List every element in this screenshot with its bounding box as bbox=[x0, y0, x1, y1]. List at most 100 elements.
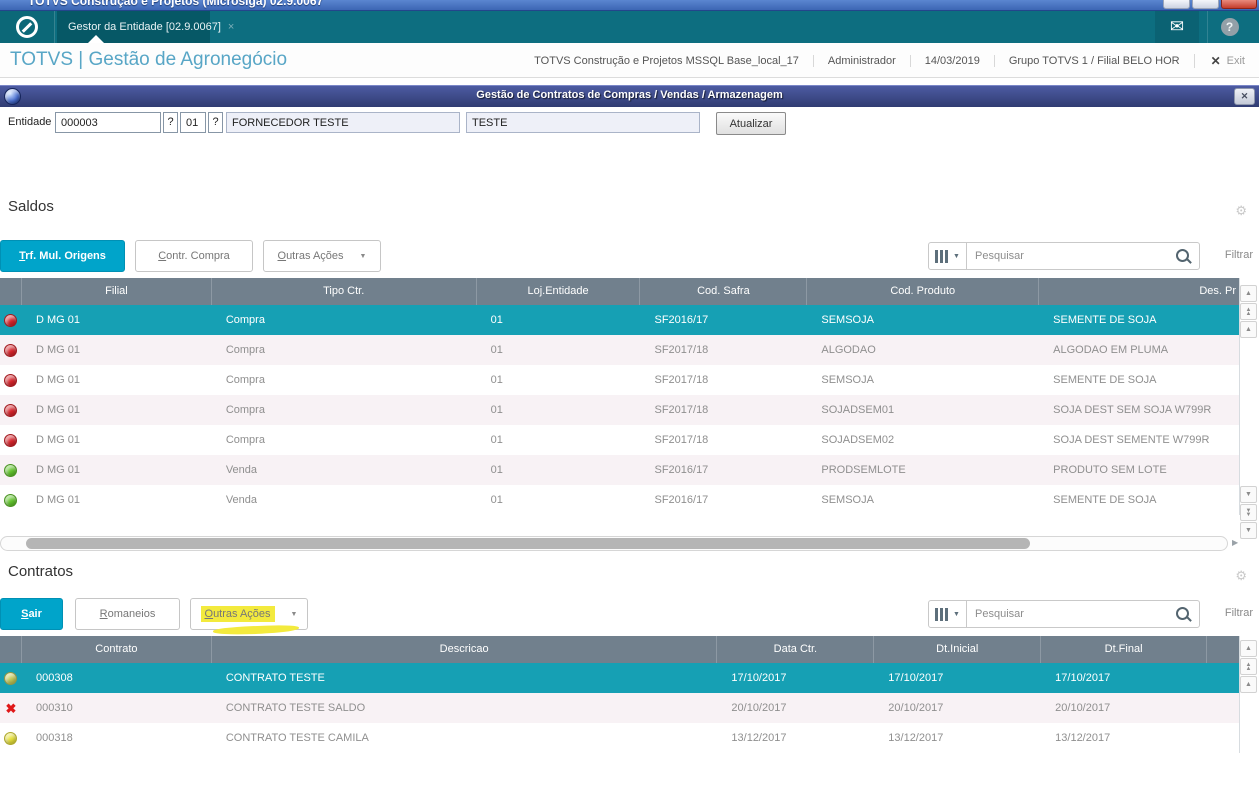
table-row[interactable]: D MG 01 Venda 01 SF2016/17 SEMSOJA SEMENTE DE… bbox=[0, 485, 1239, 515]
button-label: Outras Ações bbox=[277, 250, 344, 262]
cell: D MG 01 bbox=[35, 494, 80, 506]
cell: Compra bbox=[225, 434, 265, 446]
column-header-cod-safra[interactable]: Cod. Safra bbox=[640, 278, 808, 305]
columns-picker-icon[interactable]: ▼ bbox=[929, 601, 967, 627]
help-button[interactable]: ? bbox=[1207, 11, 1251, 43]
outras-acoes-button[interactable]: Outras Ações ▼ bbox=[263, 240, 381, 272]
column-header-des-pr[interactable]: Des. Pr bbox=[1199, 285, 1236, 297]
trf-mul-origens-button[interactable]: Trf. Mul. Origens bbox=[0, 240, 125, 272]
green-ball-icon bbox=[0, 455, 22, 485]
table-row[interactable]: ✖ 000310 CONTRATO TESTE SALDO 20/10/2017 20/… bbox=[0, 693, 1239, 723]
contratos-gear-icon[interactable]: ⚙ bbox=[1235, 568, 1247, 583]
column-header-loj-entidade[interactable]: Loj.Entidade bbox=[477, 278, 641, 305]
minimize-button[interactable] bbox=[1163, 0, 1190, 9]
exit-button[interactable]: ✕ Exit bbox=[1193, 53, 1251, 68]
entity-lookup-button[interactable]: ? bbox=[163, 112, 178, 133]
column-header-dt-final[interactable]: Dt.Final bbox=[1041, 636, 1208, 663]
cell: 17/10/2017 bbox=[888, 672, 944, 684]
scroll-up-icon[interactable]: ▲ bbox=[1240, 640, 1257, 657]
table-row[interactable]: 000308 CONTRATO TESTE 17/10/2017 17/10/2017… bbox=[0, 663, 1239, 693]
cell: SF2017/18 bbox=[654, 374, 709, 386]
store-lookup-button[interactable]: ? bbox=[208, 112, 223, 133]
red-ball-icon bbox=[0, 305, 22, 335]
yellow-ball-icon bbox=[0, 723, 22, 753]
scroll-up2-icon[interactable]: ▲ bbox=[1240, 321, 1257, 338]
cell: 20/10/2017 bbox=[888, 702, 944, 714]
panel-title: Gestão de Contratos de Compras / Vendas … bbox=[476, 89, 783, 101]
outras-acoes-button[interactable]: Outras Ações ▼ bbox=[190, 598, 308, 630]
table-row[interactable]: D MG 01 Compra 01 SF2017/18 ALGODAO ALGODAO E… bbox=[0, 335, 1239, 365]
button-label: Romaneios bbox=[99, 608, 156, 620]
maximize-button[interactable] bbox=[1192, 0, 1219, 9]
saldos-gear-icon[interactable]: ⚙ bbox=[1235, 203, 1247, 218]
red-ball-icon bbox=[0, 395, 22, 425]
scroll-down2-icon[interactable]: ▼ bbox=[1240, 522, 1257, 539]
column-header-dt-inicial[interactable]: Dt.Inicial bbox=[874, 636, 1042, 663]
scroll-pageup-icon[interactable]: ▲ ▲ bbox=[1240, 658, 1257, 675]
column-header-filial[interactable]: Filial bbox=[22, 278, 212, 305]
scroll-up-icon[interactable]: ▲ bbox=[1240, 285, 1257, 302]
saldos-search-input[interactable] bbox=[967, 243, 1169, 269]
tab-close-icon[interactable]: × bbox=[227, 21, 235, 33]
module-title: TOTVS | Gestão de Agronegócio bbox=[10, 49, 288, 70]
contratos-search-input[interactable] bbox=[967, 601, 1169, 627]
table-row[interactable]: D MG 01 Venda 01 SF2016/17 PRODSEMLOTE PRODUT… bbox=[0, 455, 1239, 485]
column-header-cod-produto[interactable]: Cod. Produto bbox=[807, 278, 1040, 305]
table-row[interactable]: D MG 01 Compra 01 SF2017/18 SOJADSEM01 SOJA D… bbox=[0, 395, 1239, 425]
columns-picker-icon[interactable]: ▼ bbox=[929, 243, 967, 269]
mail-button[interactable]: ✉ bbox=[1155, 11, 1199, 43]
contratos-filter-link[interactable]: Filtrar bbox=[1224, 607, 1253, 619]
store-code-field[interactable] bbox=[180, 112, 206, 133]
table-row[interactable]: 000318 CONTRATO TESTE CAMILA 13/12/2017 13/… bbox=[0, 723, 1239, 753]
saldos-vertical-scrollbar: ▲ ▲ ▲ ▲ ▼ ▼ ▼ ▼ bbox=[1240, 285, 1257, 540]
date-label: 14/03/2019 bbox=[909, 54, 994, 67]
totvs-logo-icon[interactable] bbox=[0, 11, 55, 43]
column-header-contrato[interactable]: Contrato bbox=[22, 636, 212, 663]
cell: 17/10/2017 bbox=[731, 672, 787, 684]
table-row[interactable]: D MG 01 Compra 01 SF2016/17 SEMSOJA SEMENTE D… bbox=[0, 305, 1239, 335]
panel-close-button[interactable]: ✕ bbox=[1234, 88, 1255, 105]
cell: Venda bbox=[225, 464, 258, 476]
cell: SF2017/18 bbox=[654, 344, 709, 356]
column-header-descricao[interactable]: Descricao bbox=[212, 636, 718, 663]
saldos-section-title: Saldos bbox=[8, 198, 54, 215]
search-icon[interactable] bbox=[1169, 243, 1199, 269]
cell: SOJADSEM02 bbox=[821, 434, 895, 446]
table-row[interactable]: D MG 01 Compra 01 SF2017/18 SOJADSEM02 SOJA D… bbox=[0, 425, 1239, 455]
column-header-data-ctr[interactable]: Data Ctr. bbox=[717, 636, 875, 663]
search-icon[interactable] bbox=[1169, 601, 1199, 627]
tab-label: Gestor da Entidade [02.9.0067] bbox=[68, 21, 221, 33]
sair-button[interactable]: Sair bbox=[0, 598, 63, 630]
scroll-right-icon[interactable]: ▶ bbox=[1232, 538, 1239, 547]
scroll-pagedown-icon[interactable]: ▼ ▼ bbox=[1240, 504, 1257, 521]
tab-gestor-da-entidade[interactable]: Gestor da Entidade [02.9.0067] × bbox=[57, 11, 234, 43]
cell: 000318 bbox=[35, 732, 73, 744]
cell: SEMSOJA bbox=[821, 314, 874, 326]
cell: 13/12/2017 bbox=[1055, 732, 1111, 744]
contratos-search-box: ▼ bbox=[928, 600, 1200, 628]
close-button[interactable] bbox=[1221, 0, 1257, 9]
scroll-pageup-icon[interactable]: ▲ ▲ bbox=[1240, 303, 1257, 320]
scroll-down-icon[interactable]: ▼ bbox=[1240, 486, 1257, 503]
user-label: Administrador bbox=[812, 54, 910, 67]
grid-header-row: Contrato Descricao Data Ctr. Dt.Inicial Dt.F… bbox=[0, 636, 1239, 663]
button-label: Contr. Compra bbox=[158, 250, 230, 262]
refresh-button[interactable]: Atualizar bbox=[716, 112, 786, 135]
entity-code-field[interactable] bbox=[55, 112, 161, 133]
scroll-up2-icon[interactable]: ▲ bbox=[1240, 676, 1257, 693]
romaneios-button[interactable]: Romaneios bbox=[75, 598, 180, 630]
hscroll-thumb[interactable] bbox=[26, 538, 1030, 549]
company-branch-label: Grupo TOTVS 1 / Filial BELO HOR bbox=[993, 54, 1194, 67]
panel-titlebar: Gestão de Contratos de Compras / Vendas … bbox=[0, 85, 1259, 107]
column-header-tipo-ctr[interactable]: Tipo Ctr. bbox=[212, 278, 477, 305]
cell: 01 bbox=[490, 464, 503, 476]
table-row[interactable]: D MG 01 Compra 01 SF2017/18 SEMSOJA SEMENTE D… bbox=[0, 365, 1239, 395]
cell: D MG 01 bbox=[35, 434, 80, 446]
contr-compra-button[interactable]: Contr. Compra bbox=[135, 240, 253, 272]
environment-label: TOTVS Construção e Projetos MSSQL Base_l… bbox=[534, 54, 799, 67]
cell: SF2016/17 bbox=[654, 314, 709, 326]
grid-header-row: Filial Tipo Ctr. Loj.Entidade Cod. Safra Cod… bbox=[0, 278, 1239, 305]
cell bbox=[1207, 663, 1239, 693]
window-title: TOTVS Construção e Projetos (Microsiga) … bbox=[28, 0, 324, 8]
saldos-filter-link[interactable]: Filtrar bbox=[1224, 249, 1253, 261]
